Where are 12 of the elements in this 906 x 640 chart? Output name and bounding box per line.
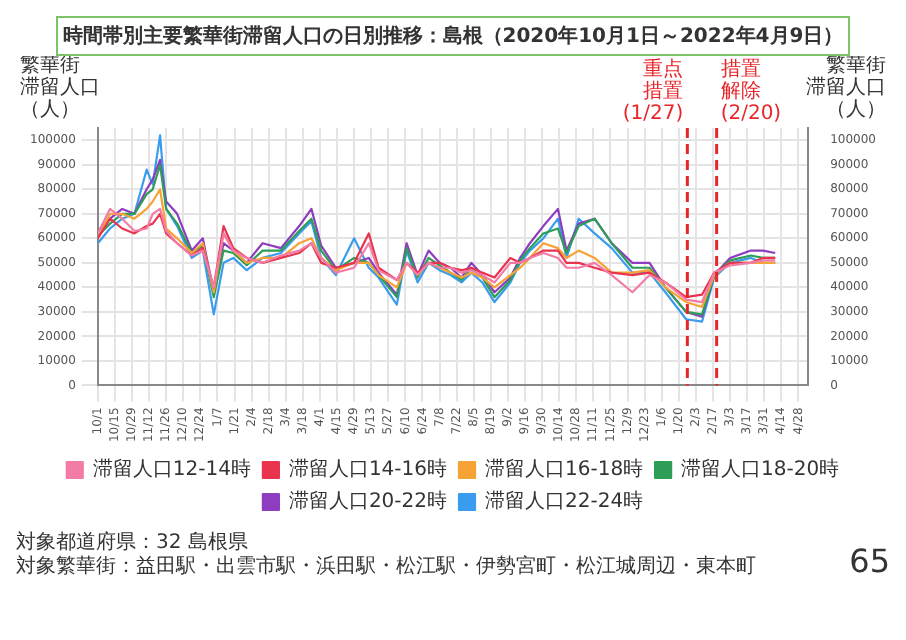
text: 対象繁華街：益田駅・出雲市駅・浜田駅・松江駅・伊勢宮町・松江城周辺・東本町 xyxy=(16,556,756,580)
legend-label: 滞留人口14-16時 xyxy=(288,457,448,482)
legend-label: 滞留人口20-22時 xyxy=(288,489,448,514)
chart-title: 時間帯別主要繁華街滞留人口の日別推移：島根（2020年10月1日～2022年4月9日） xyxy=(56,16,850,56)
ref-line-label: 重点措置(1/27) xyxy=(622,57,684,126)
legend-label: 滞留人口22-24時 xyxy=(485,489,644,514)
legend-label: 滞留人口12-14時 xyxy=(92,457,251,482)
legend-label: 滞留人口16-18時 xyxy=(485,457,644,482)
text: 65 xyxy=(849,542,890,580)
text: 対象都道府県：32 島根県 xyxy=(16,532,250,555)
ref-line-label: 措置解除(2/20) xyxy=(720,57,782,126)
legend-label: 滞留人口18-20時 xyxy=(681,457,840,482)
